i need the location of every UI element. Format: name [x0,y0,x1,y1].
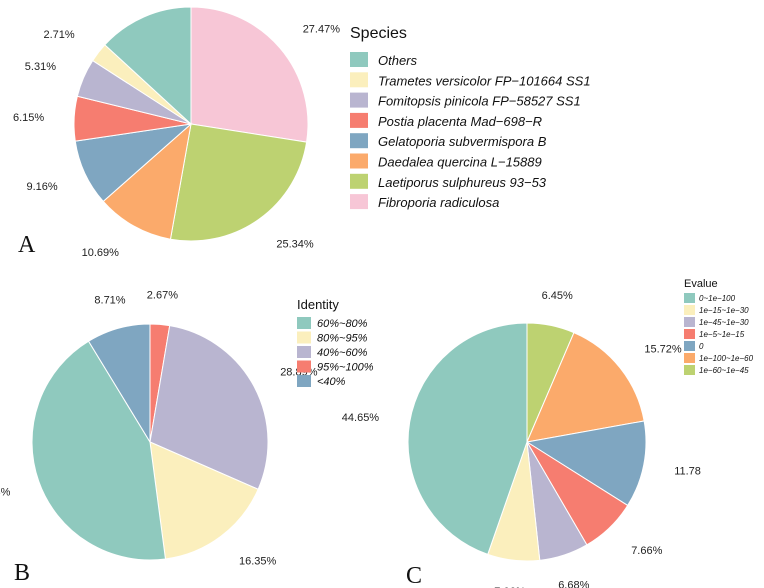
data-label-60-80: 43.38% [0,486,11,498]
legend-label-gelatoporia-subvermispora-b: Gelatoporia subvermispora B [378,134,547,149]
legend-title: Species [350,25,407,42]
pie-slice-daedalea-quercina-l-15889 [102,122,192,240]
legend-label-60-80: 60%~80% [317,318,368,330]
legend-swatch-daedalea-quercina-l-15889 [350,153,368,169]
pie-slice-40 [87,323,151,444]
legend-swatch-1e-100-1e-60 [684,353,695,363]
data-label-1e-45-1e-30: 6.68% [558,580,589,588]
legend-title: Identity [297,297,339,312]
legend-label-fomitopsis-pinicola-fp-58527-ss1: Fomitopsis pinicola FP−58527 SS1 [378,94,581,109]
legend-swatch-40 [297,375,311,387]
legend-swatch-postia-placenta-mad-698-r [350,112,368,128]
legend-label-1e-5-1e-15: 1e−5~1e−15 [699,330,745,339]
pie-slice-others [104,6,192,126]
legend-swatch-laetiporus-sulphureus-93-53 [350,173,368,189]
pie-chart-b: 2.67%28.89%16.35%43.38%8.71% [0,290,318,568]
legend-label-95-100: 95%~100% [317,362,374,374]
legend-swatch-others [350,52,368,67]
data-label-1e-15-1e-30: 7.06% [494,586,525,588]
legend-swatch-0 [684,341,695,351]
legend-title: Evalue [684,278,718,290]
data-label-1e-5-1e-15: 7.66% [631,545,662,557]
data-label-fomitopsis-pinicola-fp-58527-ss1: 5.31% [25,61,56,73]
legend-b: Identity 60%~80% 80%~95% 40%~60% 95%~100% <40… [297,297,374,388]
legend-label-trametes-versicolor-fp-101664-ss1: Trametes versicolor FP−101664 SS1 [378,73,591,88]
pie-slice-0 [525,420,647,507]
panel-label-c: C [406,563,422,588]
legend-swatch-0-1e-100 [684,293,695,303]
data-label-95-100: 2.67% [147,290,178,302]
data-label-laetiporus-sulphureus-93-53: 25.34% [276,239,314,251]
legend-swatch-60-80 [297,317,311,329]
data-label-80-95: 16.35% [239,555,277,567]
pie-slice-laetiporus-sulphureus-93-53 [169,123,308,242]
pie-slice-80-95 [149,441,259,560]
data-label-gelatoporia-subvermispora-b: 9.16% [26,181,57,193]
legend-swatch-1e-15-1e-30 [684,305,695,315]
legend-label-80-95: 80%~95% [317,333,368,345]
legend-swatch-1e-45-1e-30 [684,317,695,327]
legend-label-postia-placenta-mad-698-r: Postia placenta Mad−698−R [378,114,542,129]
legend-label-1e-60-1e-45: 1e−60~1e−45 [699,366,749,375]
legend-swatch-fomitopsis-pinicola-fp-58527-ss1 [350,92,368,108]
data-label-0: 11.78 [674,466,701,478]
pie-slice-60-80 [31,340,167,561]
pie-chart-c: 6.45% 15.72% 11.78 7.66% 6.68% 7.06% 44.65% [342,290,701,588]
legend-swatch-1e-60-1e-45 [684,365,695,375]
data-label-trametes-versicolor-fp-101664-ss1: 2.71% [43,29,74,41]
legend-label-0-1e-100: 0~1e−100 [699,294,736,303]
data-label-40: 8.71% [94,295,125,307]
data-label-fibroporia-radiculosa: 27.47% [303,23,341,35]
legend-label-laetiporus-sulphureus-93-53: Laetiporus sulphureus 93−53 [378,175,547,190]
legend-label-daedalea-quercina-l-15889: Daedalea quercina L−15889 [378,155,542,170]
legend-a: Species Others Trametes versicolor FP−1016… [350,25,591,210]
pie-slice-40-60 [149,325,269,490]
legend-swatch-40-60 [297,346,311,358]
legend-label-fibroporia-radiculosa: Fibroporia radiculosa [378,195,499,210]
pie-slice-fibroporia-radiculosa [190,6,309,143]
legend-c: Evalue 0~1e−100 1e−15~1e−30 1e−45~1e−30 1e−5… [684,278,754,375]
legend-swatch-1e-5-1e-15 [684,329,695,339]
legend-label-0: 0 [699,342,704,351]
legend-label-1e-100-1e-60: 1e−100~1e−60 [699,354,754,363]
legend-swatch-95-100 [297,360,311,373]
legend-swatch-gelatoporia-subvermispora-b [350,133,368,149]
legend-swatch-fibroporia-radiculosa [350,194,368,210]
legend-swatch-trametes-versicolor-fp-101664-ss1 [350,72,368,88]
legend-label-40: <40% [317,376,346,388]
panel-label-a: A [18,232,36,258]
legend-label-40-60: 40%~60% [317,347,368,359]
pie-slice-0-1e-100 [407,322,528,555]
panel-label-b: B [14,560,30,586]
data-label-0-1e-100: 44.65% [342,412,380,424]
legend-label-others: Others [378,53,418,68]
legend-label-1e-15-1e-30: 1e−15~1e−30 [699,306,749,315]
legend-swatch-80-95 [297,331,311,344]
data-label-postia-placenta-mad-698-r: 6.15% [13,112,44,124]
data-label-1e-100-1e-60: 15.72% [644,344,682,356]
data-label-daedalea-quercina-l-15889: 10.69% [82,247,120,259]
legend-label-1e-45-1e-30: 1e−45~1e−30 [699,318,749,327]
pie-chart-a: 27.47%25.34%10.69%9.16%6.15%5.31%2.71%13… [13,6,341,259]
data-label-1e-60-1e-45: 6.45% [542,290,573,302]
pie-slice-1e-100-1e-60 [526,331,645,443]
